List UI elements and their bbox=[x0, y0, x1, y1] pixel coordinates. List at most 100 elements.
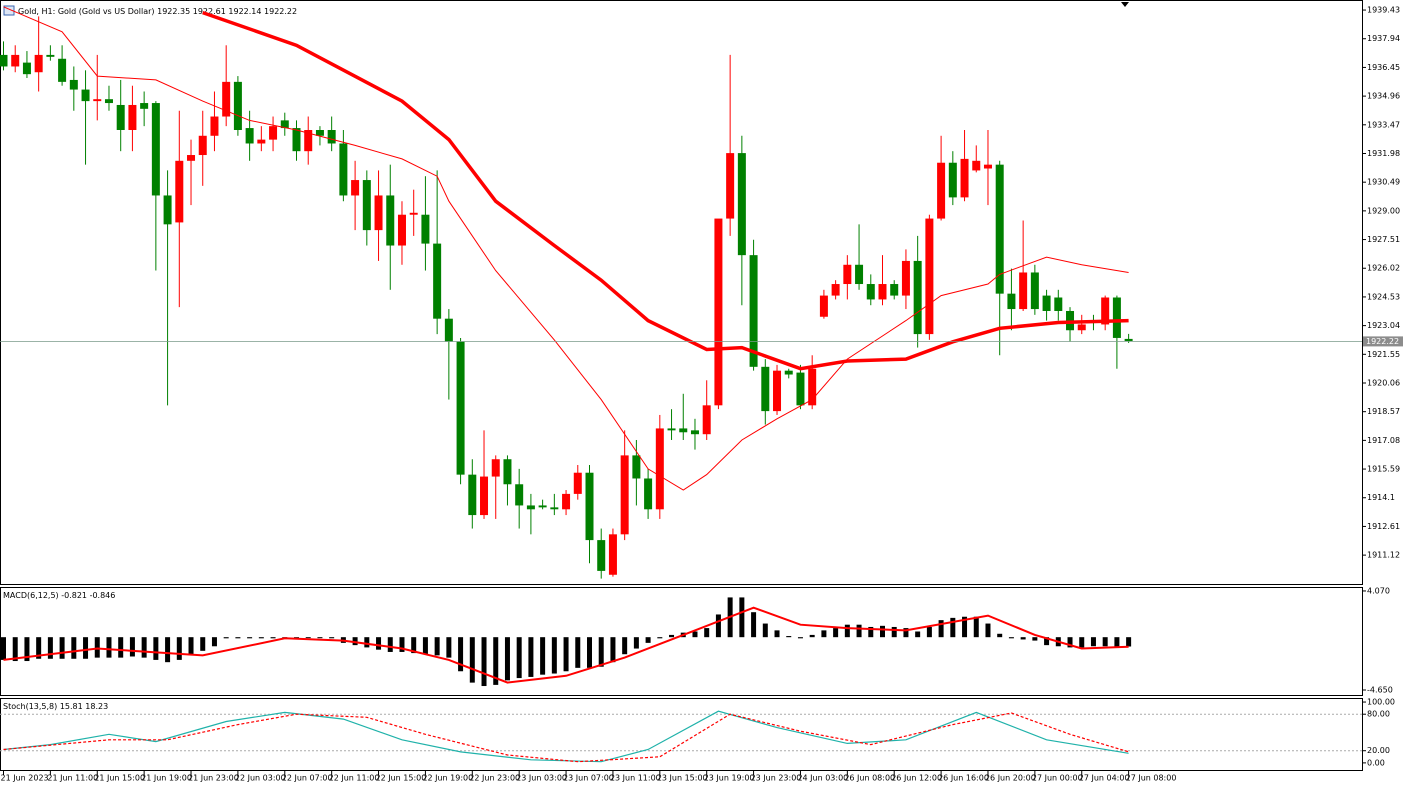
macd-title: MACD(6,12,5) bbox=[3, 591, 59, 600]
macd-bar bbox=[516, 637, 522, 679]
x-tick-label: 21 Jun 2023 bbox=[1, 774, 49, 783]
candle-body bbox=[362, 180, 371, 231]
macd-bar bbox=[809, 634, 815, 638]
candle-body bbox=[245, 128, 254, 144]
candle-body bbox=[843, 264, 852, 285]
macd-bar bbox=[1102, 637, 1108, 647]
candle-body bbox=[93, 99, 102, 102]
y-tick-label: 1934.96 bbox=[1367, 92, 1400, 101]
macd-bar bbox=[24, 637, 30, 662]
macd-bar bbox=[129, 637, 135, 657]
macd-bar bbox=[669, 634, 675, 638]
stoch-signal-value: 18.23 bbox=[85, 702, 108, 711]
price-label: 1922.22 bbox=[1366, 337, 1399, 346]
macd-bar bbox=[786, 636, 792, 638]
candle-body bbox=[69, 79, 78, 90]
x-tick-label: 27 Jun 04:00 bbox=[1079, 774, 1130, 783]
candle-body bbox=[198, 135, 207, 156]
macd-bar bbox=[376, 637, 382, 650]
candle-body bbox=[737, 153, 746, 256]
macd-bar bbox=[118, 637, 124, 658]
macd-bar bbox=[504, 637, 510, 681]
candle-body bbox=[667, 428, 676, 431]
macd-bar bbox=[528, 637, 534, 677]
macd-bar bbox=[657, 637, 663, 639]
macd-bar bbox=[762, 623, 768, 638]
macd-bar bbox=[71, 637, 77, 659]
x-tick-label: 26 Jun 08:00 bbox=[844, 774, 895, 783]
high: 1922.61 bbox=[193, 7, 226, 16]
candle-body bbox=[1101, 297, 1110, 325]
candle-body bbox=[374, 195, 383, 231]
indicator-line bbox=[202, 10, 1129, 371]
macd-bar bbox=[962, 616, 968, 638]
x-tick-label: 23 Jun 23:00 bbox=[751, 774, 802, 783]
candle-body bbox=[339, 143, 348, 196]
candle-body bbox=[972, 160, 981, 171]
macd-bar bbox=[235, 637, 241, 639]
candle-body bbox=[116, 104, 125, 130]
candle-body bbox=[726, 153, 735, 219]
macd-bar bbox=[645, 637, 651, 643]
macd-bar bbox=[106, 637, 112, 658]
candle-body bbox=[187, 155, 196, 161]
y-tick-label: 0.00 bbox=[1367, 758, 1385, 767]
macd-bar bbox=[880, 625, 885, 638]
macd-bar bbox=[94, 637, 100, 658]
macd-bar bbox=[493, 637, 499, 685]
candle-body bbox=[210, 116, 219, 136]
candle-body bbox=[351, 180, 360, 196]
x-tick-label: 26 Jun 12:00 bbox=[891, 774, 942, 783]
candle-body bbox=[480, 476, 489, 516]
macd-bar bbox=[294, 637, 299, 639]
candle-body bbox=[257, 139, 266, 144]
macd-bar bbox=[411, 637, 417, 654]
candle-body bbox=[679, 428, 688, 433]
candle-body bbox=[1112, 297, 1121, 338]
candle-body bbox=[866, 284, 875, 300]
macd-bar bbox=[141, 637, 147, 658]
candle-body bbox=[644, 478, 653, 510]
candle-body bbox=[46, 54, 55, 57]
candle-body bbox=[855, 264, 864, 285]
x-tick-label: 26 Jun 16:00 bbox=[938, 774, 989, 783]
candle-body bbox=[819, 295, 828, 317]
candle-body bbox=[773, 370, 782, 412]
macd-bar bbox=[211, 637, 217, 647]
macd-bar bbox=[36, 637, 42, 659]
macd-bar bbox=[973, 616, 979, 638]
macd-bar bbox=[317, 637, 323, 639]
candle-body bbox=[34, 54, 43, 73]
macd-bar bbox=[200, 637, 206, 651]
candle-body bbox=[292, 128, 301, 152]
macd-bar bbox=[153, 637, 159, 660]
y-tick-label: 1929.00 bbox=[1367, 206, 1400, 215]
macd-bar bbox=[1067, 637, 1073, 648]
x-tick-label: 22 Jun 11:00 bbox=[329, 774, 380, 783]
candle-body bbox=[714, 218, 723, 406]
macd-bar bbox=[692, 631, 698, 638]
x-tick-label: 21 Jun 23:00 bbox=[188, 774, 239, 783]
candle-body bbox=[128, 104, 137, 130]
candle-body bbox=[81, 89, 90, 102]
candle-body bbox=[491, 459, 500, 477]
x-tick-label: 22 Jun 03:00 bbox=[235, 774, 286, 783]
macd-bar bbox=[305, 637, 311, 639]
candle-body bbox=[503, 459, 512, 485]
stoch-title: Stoch(13,5,8) bbox=[3, 702, 57, 711]
macd-bar bbox=[446, 637, 452, 658]
price-panel bbox=[0, 0, 1363, 585]
candle-body bbox=[597, 540, 606, 571]
macd-bar bbox=[469, 637, 475, 683]
low: 1922.14 bbox=[228, 7, 261, 16]
macd-bar bbox=[868, 626, 874, 638]
y-tick-label: 1939.43 bbox=[1367, 6, 1400, 15]
macd-bar bbox=[997, 633, 1003, 638]
macd-bar bbox=[399, 637, 405, 652]
candle-body bbox=[1030, 272, 1039, 310]
macd-bar bbox=[1114, 637, 1120, 648]
y-tick-label: 20.00 bbox=[1367, 746, 1390, 755]
macd-bar bbox=[633, 637, 639, 649]
candle-body bbox=[608, 534, 617, 575]
macd-bar bbox=[1008, 637, 1014, 639]
